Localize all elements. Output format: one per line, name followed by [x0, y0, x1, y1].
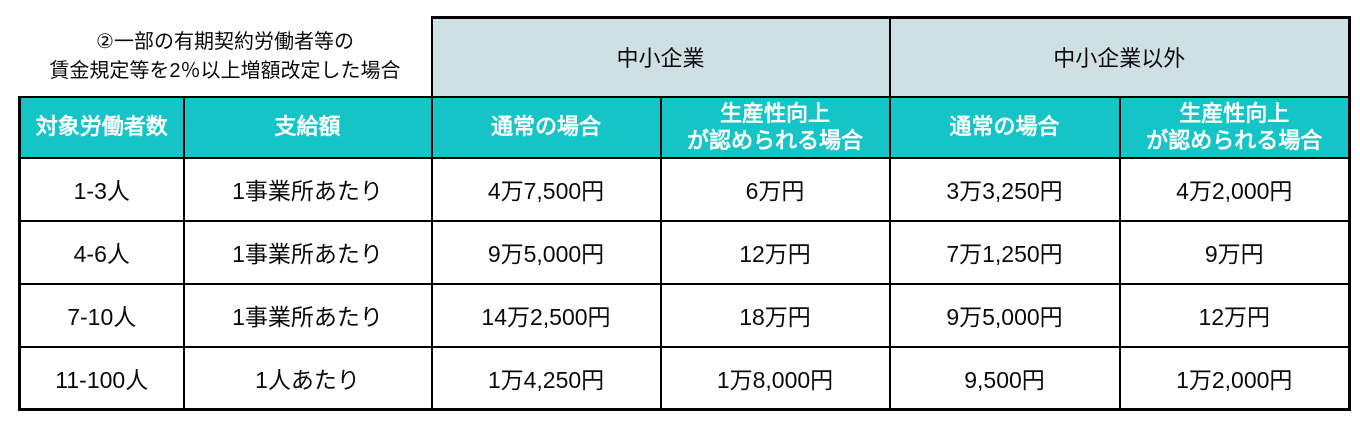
cell-unit: 1事業所あたり: [182, 156, 433, 222]
cell-sme-productivity: 18万円: [659, 282, 891, 348]
cell-sme-productivity: 6万円: [659, 156, 891, 222]
cell-unit: 1事業所あたり: [182, 282, 433, 348]
col-header-sme-productivity-line1: 生産性向上: [719, 100, 830, 126]
table-caption: ②一部の有期契約労働者等の 賃金規定等を2％以上増額改定した場合: [19, 17, 432, 97]
column-header-row: 対象労働者数 支給額 通常の場合 生産性向上 が認められる場合 通常の場合 生産…: [18, 95, 1351, 159]
cell-nonsme-normal: 9万5,000円: [888, 282, 1121, 348]
col-header-nonsme-productivity: 生産性向上 が認められる場合: [1118, 95, 1351, 159]
cell-sme-productivity: 12万円: [659, 219, 891, 285]
col-header-amount: 支給額: [182, 95, 433, 159]
cell-sme-normal: 4万7,500円: [430, 156, 662, 222]
header-group-non-sme: 中小企業以外: [888, 16, 1351, 98]
cell-nonsme-productivity: 4万2,000円: [1118, 156, 1351, 222]
col-header-sme-normal: 通常の場合: [430, 95, 662, 159]
cell-workers: 11-100人: [18, 345, 185, 411]
col-header-sme-productivity: 生産性向上 が認められる場合: [659, 95, 891, 159]
cell-unit: 1事業所あたり: [182, 219, 433, 285]
col-header-nonsme-productivity-line2: が認められる場合: [1146, 128, 1323, 153]
cell-nonsme-normal: 7万1,250円: [888, 219, 1121, 285]
cell-nonsme-productivity: 12万円: [1118, 282, 1351, 348]
col-header-workers: 対象労働者数: [18, 95, 185, 159]
cell-nonsme-productivity: 9万円: [1118, 219, 1351, 285]
caption-line-2: 賃金規定等を2％以上増額改定した場合: [49, 59, 401, 82]
cell-sme-normal: 14万2,500円: [430, 282, 662, 348]
group-header-row: ②一部の有期契約労働者等の 賃金規定等を2％以上増額改定した場合 中小企業 中小…: [19, 16, 1351, 98]
col-header-nonsme-normal: 通常の場合: [888, 95, 1121, 159]
cell-nonsme-productivity: 1万2,000円: [1118, 345, 1351, 411]
col-header-sme-productivity-line2: が認められる場合: [686, 128, 863, 153]
cell-nonsme-normal: 3万3,250円: [888, 156, 1121, 222]
cell-unit: 1人あたり: [182, 345, 433, 411]
header-group-sme: 中小企業: [430, 16, 891, 98]
cell-sme-normal: 1万4,250円: [430, 345, 662, 411]
cell-nonsme-normal: 9,500円: [888, 345, 1121, 411]
col-header-nonsme-productivity-line1: 生産性向上: [1179, 100, 1290, 126]
cell-workers: 4-6人: [18, 219, 185, 285]
table-row: 4-6人 1事業所あたり 9万5,000円 12万円 7万1,250円 9万円: [18, 219, 1351, 285]
cell-workers: 7-10人: [18, 282, 185, 348]
caption-line-1: ②一部の有期契約労働者等の: [96, 30, 354, 53]
table-row: 1-3人 1事業所あたり 4万7,500円 6万円 3万3,250円 4万2,0…: [18, 156, 1351, 222]
cell-sme-normal: 9万5,000円: [430, 219, 662, 285]
cell-sme-productivity: 1万8,000円: [659, 345, 891, 411]
table-row: 7-10人 1事業所あたり 14万2,500円 18万円 9万5,000円 12…: [18, 282, 1351, 348]
table-row: 11-100人 1人あたり 1万4,250円 1万8,000円 9,500円 1…: [18, 345, 1351, 411]
subsidy-table: ②一部の有期契約労働者等の 賃金規定等を2％以上増額改定した場合 中小企業 中小…: [18, 16, 1351, 411]
cell-workers: 1-3人: [18, 156, 185, 222]
